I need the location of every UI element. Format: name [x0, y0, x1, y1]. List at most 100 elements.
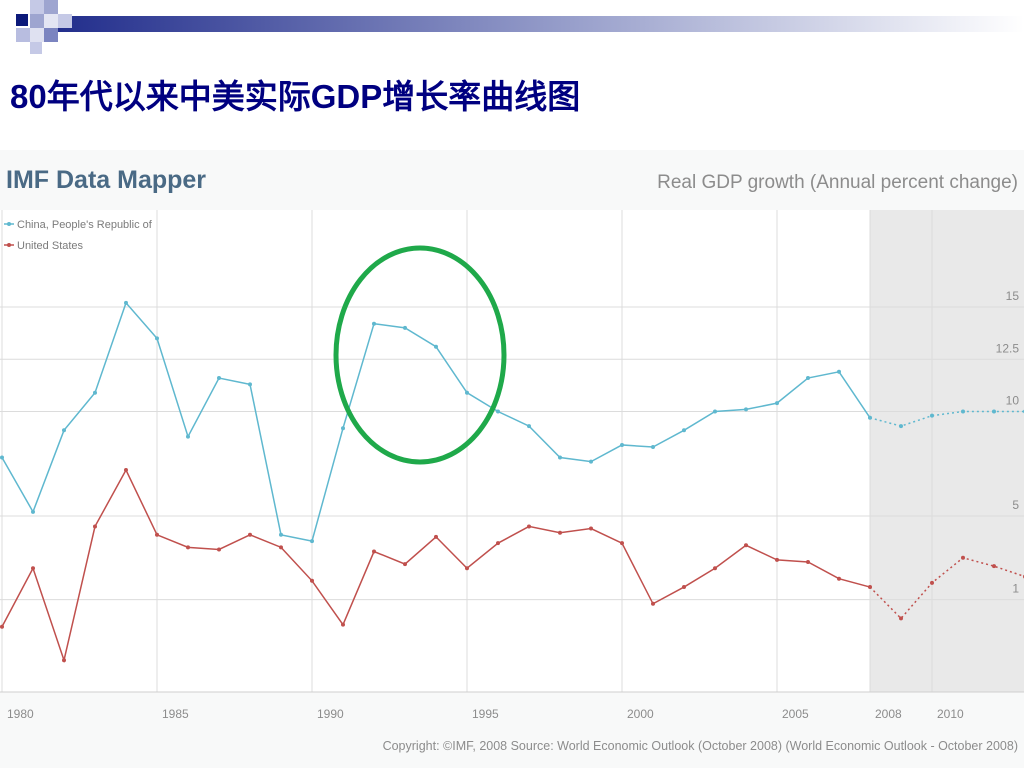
series-0-point-2001 [651, 445, 655, 450]
plot-area [0, 210, 1024, 692]
series-0-point-1981 [31, 509, 35, 514]
series-1-point-1993 [403, 562, 407, 567]
series-1-point-1988 [248, 532, 252, 537]
y-tick-10: 10 [1006, 394, 1020, 408]
brand-title: IMF Data Mapper [6, 166, 206, 194]
series-1 [0, 468, 1024, 663]
forecast-shading [870, 210, 1024, 692]
series-0-point-2006 [806, 376, 810, 381]
series-1-point-1987 [217, 547, 221, 552]
series-0-point-2007 [837, 369, 841, 374]
slide-header-decoration [16, 0, 1024, 54]
series-0-point-1987 [217, 376, 221, 381]
chart-panel: IMF Data Mapper Real GDP growth (Annual … [0, 150, 1024, 768]
series-1-point-1984 [124, 468, 128, 473]
series-0-point-1988 [248, 382, 252, 387]
series-0-point-1999 [589, 459, 593, 464]
series-1-point-2000 [620, 541, 624, 546]
series-0-point-1984 [124, 300, 128, 305]
series-0-point-2010 [930, 413, 934, 418]
series-0-point-2009 [899, 424, 903, 429]
x-axis-ticks: 1980 1985 1990 1995 2000 2005 2008 2010 [7, 707, 964, 721]
chart-title: Real GDP growth (Annual percent change) [657, 172, 1018, 193]
series-0 [0, 300, 1024, 544]
y-tick-5: 5 [1012, 498, 1019, 512]
series-1-point-1995 [465, 566, 469, 571]
series-1-point-1989 [279, 545, 283, 550]
series-0-point-2011 [961, 409, 965, 414]
x-tick-1990: 1990 [317, 707, 344, 721]
series-1-forecast-line [869, 556, 1024, 620]
series-0-forecast-line [869, 410, 1024, 427]
series-1-point-2004 [744, 543, 748, 548]
series-0-point-1992 [372, 321, 376, 326]
series-1-point-1980 [0, 624, 4, 629]
legend-marker-1 [7, 243, 11, 247]
legend-label-1: United States [17, 240, 84, 252]
series-1-point-2002 [682, 585, 686, 590]
plot-background [0, 210, 1024, 692]
highlight-ellipse [333, 245, 507, 465]
slide-title: 80年代以来中美实际GDP增长率曲线图 [10, 78, 581, 115]
series-0-point-1997 [527, 424, 531, 429]
series-0-point-1983 [93, 390, 97, 395]
series-0-point-1991 [341, 426, 345, 431]
series-1-point-1981 [31, 566, 35, 571]
series-0-point-1990 [310, 539, 314, 544]
y-tick-15: 15 [1006, 289, 1020, 303]
series-layer [0, 300, 1024, 663]
x-tick-2010: 2010 [937, 707, 964, 721]
series-1-point-2008 [868, 585, 872, 590]
series-0-point-1996 [496, 409, 500, 414]
series-1-point-1999 [589, 526, 593, 531]
series-0-point-1985 [155, 336, 159, 341]
series-1-point-2011 [961, 555, 965, 560]
series-1-point-1994 [434, 534, 438, 539]
series-1-point-2010 [930, 580, 934, 585]
series-0-point-1986 [186, 434, 190, 439]
series-1-point-2012 [992, 564, 996, 569]
series-1-point-1982 [62, 658, 66, 663]
x-tick-1980: 1980 [7, 707, 34, 721]
legend: China, People's Republic of United States [4, 219, 153, 252]
series-0-point-2005 [775, 401, 779, 406]
series-0-point-1980 [0, 455, 4, 460]
series-0-point-1995 [465, 390, 469, 395]
gridlines [0, 210, 1024, 693]
series-1-point-2001 [651, 601, 655, 606]
series-0-point-1994 [434, 344, 438, 349]
y-tick-1: 1 [1012, 582, 1019, 596]
series-0-point-2003 [713, 409, 717, 414]
x-tick-2008: 2008 [875, 707, 902, 721]
x-tick-1995: 1995 [472, 707, 499, 721]
x-tick-2005: 2005 [782, 707, 809, 721]
series-1-point-1986 [186, 545, 190, 550]
copyright-text: Copyright: ©IMF, 2008 Source: World Econ… [383, 739, 1018, 753]
series-1-point-2005 [775, 557, 779, 562]
series-1-point-1983 [93, 524, 97, 529]
series-0-point-1998 [558, 455, 562, 460]
series-0-point-2012 [992, 409, 996, 414]
series-1-point-2007 [837, 576, 841, 581]
series-1-point-1985 [155, 532, 159, 537]
series-1-point-1992 [372, 549, 376, 554]
y-tick-12_5: 12.5 [996, 341, 1020, 355]
series-1-point-2009 [899, 616, 903, 621]
series-1-point-1991 [341, 622, 345, 627]
legend-label-0: China, People's Republic of [17, 219, 153, 231]
series-0-point-2000 [620, 442, 624, 447]
series-1-point-1997 [527, 524, 531, 529]
series-0-point-2004 [744, 407, 748, 412]
legend-marker-0 [7, 222, 11, 226]
series-0-point-1982 [62, 428, 66, 433]
series-1-point-2006 [806, 559, 810, 564]
x-tick-2000: 2000 [627, 707, 654, 721]
series-1-point-2003 [713, 566, 717, 571]
series-0-point-2008 [868, 415, 872, 420]
x-tick-1985: 1985 [162, 707, 189, 721]
series-1-point-1990 [310, 578, 314, 583]
series-1-point-1996 [496, 541, 500, 546]
series-0-point-1993 [403, 325, 407, 330]
gdp-growth-chart: IMF Data Mapper Real GDP growth (Annual … [0, 166, 1024, 753]
